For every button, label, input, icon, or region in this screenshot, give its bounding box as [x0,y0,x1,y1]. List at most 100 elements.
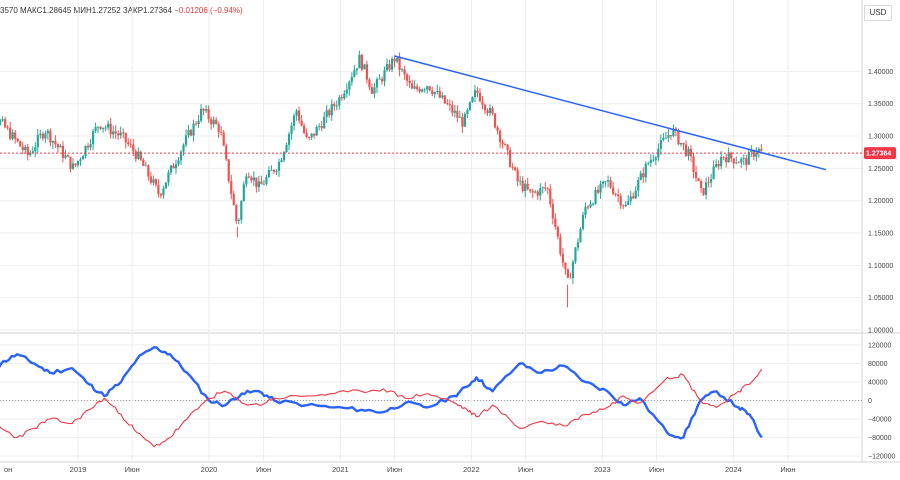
candle-body [277,161,281,171]
candle-body [503,144,507,145]
ohlc-change: −0.01206 (−0.94%) [174,6,243,15]
candle-body [699,181,703,189]
candle-body [501,141,504,145]
candle-body [350,77,353,82]
candle-body [426,86,429,90]
candle-body [292,115,296,126]
osc-tick-label: 80000 [868,361,888,368]
candle-body [727,152,730,163]
candle-body [509,149,512,167]
candle-body [461,116,464,127]
candle-body [576,242,580,248]
candle-body [750,150,753,152]
candle-body [534,191,537,193]
red-series-line [0,368,763,448]
candle-body [657,148,660,158]
candle-body [245,176,248,185]
candle-body [740,158,743,163]
candle-body [526,183,529,190]
candle-body [682,142,685,145]
candle-body [11,132,14,139]
candle-body [262,183,266,185]
x-tick-label: Июн [256,465,271,474]
candle-body [305,132,308,138]
candle-body [31,151,34,153]
candle-body [627,201,630,205]
candle-body [687,148,690,156]
candle-body [265,177,268,184]
candle-body [624,204,627,207]
candle-body [237,219,240,221]
candle-body [476,90,479,93]
candle-body [164,182,168,189]
candle-body [69,156,72,169]
candle-body [601,181,605,184]
candle-body [76,160,80,166]
candle-body [574,247,577,262]
candle-body [137,151,140,159]
candle-body [252,177,255,181]
candle-body [373,87,376,94]
candle-body [662,137,665,140]
candle-body [614,193,617,195]
candle-body [559,236,562,254]
candle-body [659,139,662,149]
candle-body [664,137,667,139]
candle-body [21,146,24,150]
osc-tick-label: 40000 [868,380,888,387]
candle-body [14,132,17,139]
candle-body [217,124,220,133]
candle-body [338,97,341,106]
candle-body [81,156,85,160]
candle-body [531,190,534,193]
candle-body [107,123,110,128]
candle-body [677,130,680,145]
trendline[interactable] [394,55,827,171]
candle-body [544,187,547,189]
candle-body [270,169,273,171]
candle-body [114,131,117,134]
candle-body [566,269,570,278]
candle-body [240,201,243,220]
candle-body [112,131,115,135]
osc-tick-label: −120000 [868,454,896,461]
candle-body [498,130,502,142]
candle-body [632,196,635,199]
x-tick-label: Июн [518,465,533,474]
candle-body [466,109,469,114]
candle-body [230,181,233,194]
candle-body [343,93,346,99]
y-tick-label: 1.40000 [868,69,893,76]
candle-body [730,152,733,159]
candle-body [619,196,622,206]
y-tick-label: 1.35000 [868,101,893,108]
candle-body [177,160,180,165]
candle-body [242,184,245,202]
candle-body [679,142,683,145]
candle-body [506,144,509,150]
currency-button[interactable]: USD [864,5,892,21]
candle-body [300,120,303,126]
candle-body [725,157,728,163]
candle-body [194,123,198,125]
candle-body [162,188,165,196]
candle-body [102,127,105,129]
candle-body [609,180,612,188]
candle-body [260,181,263,185]
candle-body [159,193,163,196]
candle-body [418,89,421,92]
x-tick-label: 2024 [725,465,742,474]
candle-body [760,148,763,151]
candle-body [318,126,321,127]
candle-body [521,180,524,192]
candle-body [720,156,723,167]
candle-body [672,128,675,137]
candle-body [579,229,582,243]
candle-body [697,177,700,182]
candle-body [669,135,673,137]
candle-body [56,144,60,148]
candle-body [581,214,585,230]
candle-body [290,125,293,134]
candle-body [421,89,424,92]
